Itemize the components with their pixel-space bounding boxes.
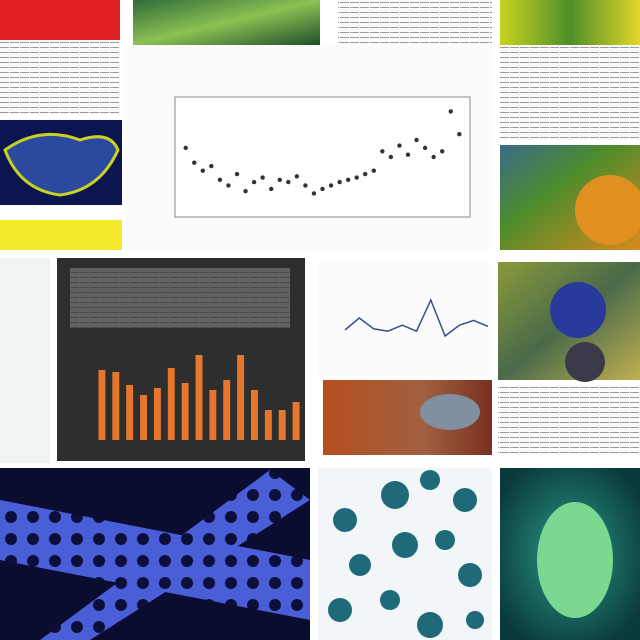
sphere [550,282,606,338]
scatter-point [431,154,436,160]
scatter-point [183,145,188,151]
scatter-point [234,171,240,177]
bar [112,372,120,440]
specimen [420,394,480,430]
bar [195,355,203,440]
scatter-point [414,137,419,143]
scatter-point [380,149,385,154]
bar [278,410,286,440]
side-panel [0,258,50,463]
scatter-point [337,179,342,185]
document-tile [338,0,492,45]
cells [328,470,484,638]
line-panel [318,262,492,375]
seed [537,502,613,618]
bar [98,370,106,440]
document-tile [498,385,640,455]
bar [126,385,134,440]
scatter-point [294,174,300,179]
bar [209,390,217,440]
scatter-point [448,109,453,114]
bar [264,410,272,440]
scatter-point [363,171,368,177]
scatter-point [217,177,223,182]
bar [237,355,245,440]
scatter-point [345,177,351,182]
scatter-point [397,143,402,148]
bar [140,395,147,440]
sphere [565,342,605,382]
yellow-tile [500,0,640,45]
bar [167,368,175,440]
bar [223,380,231,440]
scatter-point [457,132,462,137]
scatter-point [311,191,317,196]
scatter-point [209,163,214,169]
scatter-point [371,168,376,173]
scatter-point [440,149,445,154]
scatter-point [277,177,282,182]
creature [3,132,120,197]
sphere [575,175,640,245]
scatter-point [422,145,428,151]
scatter-point [354,175,359,180]
scatter-point [269,186,274,192]
scatter-point [320,186,325,192]
scatter-point [251,179,257,185]
scatter-point [226,183,231,188]
plot-area [174,96,471,218]
line [344,298,489,338]
document-tile [0,40,120,115]
document-tile [500,45,640,140]
lattice [0,470,310,640]
scatter-point [303,183,308,188]
scatter-point [328,183,334,188]
bar [181,383,189,440]
highlight-strip [0,220,122,250]
bar [251,390,258,440]
foliage-tile [133,0,320,45]
bar [292,402,300,440]
scatter-point [388,154,394,160]
bar-text [70,268,290,328]
red-tile [0,0,120,40]
scatter-point [192,160,197,165]
scatter-point [286,179,291,185]
bar [153,388,161,440]
scatter-point [200,168,205,173]
scatter-point [243,189,248,194]
scatter-point [260,175,265,180]
scatter-point [405,152,411,157]
